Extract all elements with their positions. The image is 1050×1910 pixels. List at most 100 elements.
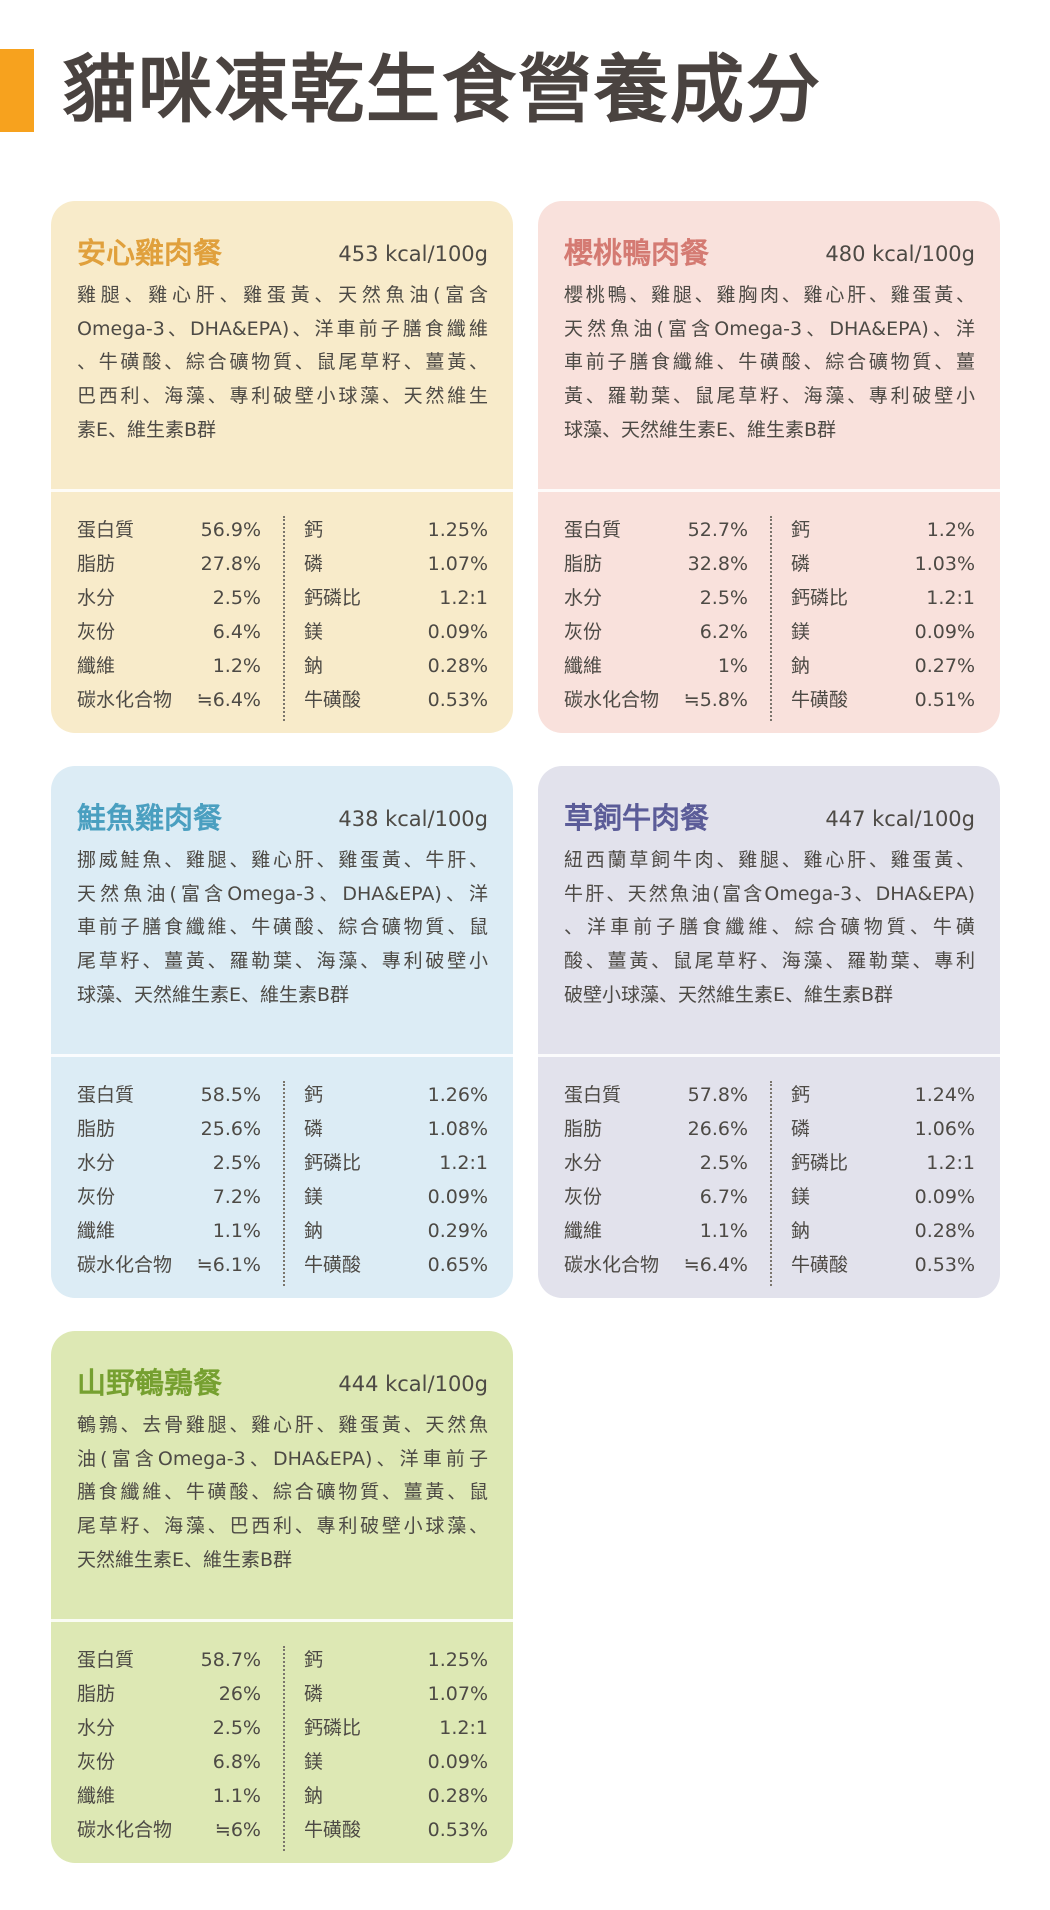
nutrient-row: 灰份 6.8% bbox=[77, 1745, 261, 1779]
nutrient-row: 鈣 1.25% bbox=[304, 513, 488, 547]
nutrient-label: 纖維 bbox=[77, 1785, 116, 1807]
ingredient-line: 車前子膳食纖維、牛磺酸、綜合礦物質、薑 bbox=[564, 351, 975, 374]
nutrient-label: 牛磺酸 bbox=[304, 1819, 362, 1841]
nutrient-label: 碳水化合物 bbox=[564, 1254, 660, 1276]
nutrient-row: 脂肪 26% bbox=[77, 1677, 261, 1711]
nutrient-value: 0.53% bbox=[427, 689, 488, 711]
nutrient-row: 牛磺酸 0.51% bbox=[791, 683, 975, 717]
nutrient-row: 蛋白質 58.5% bbox=[77, 1078, 261, 1112]
nutrient-label: 鈉 bbox=[791, 655, 811, 677]
nutrient-value: 1.26% bbox=[427, 1084, 488, 1106]
nutrient-row: 磷 1.07% bbox=[304, 1677, 488, 1711]
nutrient-value: 1.25% bbox=[427, 519, 488, 541]
nutrient-row: 鈣 1.2% bbox=[791, 513, 975, 547]
nutrient-label: 鈣 bbox=[304, 1084, 324, 1106]
nutrient-row: 磷 1.06% bbox=[791, 1112, 975, 1146]
nutrient-label: 脂肪 bbox=[564, 1118, 603, 1140]
nutrient-row: 灰份 7.2% bbox=[77, 1180, 261, 1214]
nutrient-label: 磷 bbox=[304, 1118, 324, 1140]
nutrient-row: 蛋白質 52.7% bbox=[564, 513, 748, 547]
product-name: 櫻桃鴨肉餐 bbox=[564, 236, 710, 270]
nutrient-label: 脂肪 bbox=[77, 1683, 116, 1705]
nutrient-value: 0.27% bbox=[914, 655, 975, 677]
nutrient-row: 鈉 0.28% bbox=[304, 1779, 488, 1813]
nutrient-row: 牛磺酸 0.53% bbox=[791, 1248, 975, 1282]
ingredient-line: Omega-3、DHA&EPA)、洋車前子膳食纖維 bbox=[77, 317, 488, 340]
nutrient-label: 蛋白質 bbox=[77, 1084, 135, 1106]
nutrient-row: 磷 1.07% bbox=[304, 547, 488, 581]
nutrient-row: 鈣 1.26% bbox=[304, 1078, 488, 1112]
nutrient-row: 碳水化合物 ≒6.4% bbox=[77, 683, 261, 717]
nutrient-value: 0.09% bbox=[427, 1751, 488, 1773]
calorie-value: 480 kcal/100g bbox=[825, 242, 975, 266]
nutrient-label: 磷 bbox=[304, 553, 324, 575]
nutrient-value: 0.65% bbox=[427, 1254, 488, 1276]
nutrient-value: 0.28% bbox=[914, 1220, 975, 1242]
nutrient-row: 鎂 0.09% bbox=[304, 1745, 488, 1779]
ingredient-line: 挪威鮭魚、雞腿、雞心肝、雞蛋黃、牛肝、 bbox=[77, 849, 488, 871]
product-name: 草飼牛肉餐 bbox=[564, 801, 710, 835]
nutrient-label: 牛磺酸 bbox=[791, 1254, 849, 1276]
dotted-divider bbox=[283, 1081, 285, 1286]
nutrient-value: 6.4% bbox=[212, 621, 261, 643]
nutrient-label: 牛磺酸 bbox=[304, 1254, 362, 1276]
ingredient-line: 球藻、天然維生素E、維生素B群 bbox=[77, 983, 350, 1006]
nutrient-value: 57.8% bbox=[687, 1084, 748, 1106]
nutrient-label: 蛋白質 bbox=[564, 519, 622, 541]
nutrient-label: 纖維 bbox=[77, 655, 116, 677]
nutrient-row: 鈣 1.24% bbox=[791, 1078, 975, 1112]
nutrient-value: 0.09% bbox=[427, 621, 488, 643]
nutrient-label: 碳水化合物 bbox=[77, 1254, 173, 1276]
nutrient-row: 鈣磷比 1.2:1 bbox=[304, 581, 488, 615]
product-card: 安心雞肉餐 453 kcal/100g 雞腿、雞心肝、雞蛋黃、天然魚油(富含 Omeg… bbox=[51, 201, 513, 733]
calorie-value: 447 kcal/100g bbox=[825, 807, 975, 831]
nutrient-label: 鈣磷比 bbox=[791, 1152, 849, 1174]
nutrient-row: 灰份 6.4% bbox=[77, 615, 261, 649]
nutrient-value: 2.5% bbox=[212, 587, 261, 609]
nutrient-label: 鎂 bbox=[304, 621, 324, 643]
nutrient-value: 1.2:1 bbox=[439, 1717, 488, 1739]
nutrient-row: 磷 1.03% bbox=[791, 547, 975, 581]
nutrient-row: 蛋白質 57.8% bbox=[564, 1078, 748, 1112]
nutrient-label: 鈉 bbox=[304, 1220, 324, 1242]
dotted-divider bbox=[283, 516, 285, 721]
nutrient-row: 鎂 0.09% bbox=[791, 615, 975, 649]
dotted-divider bbox=[283, 1646, 285, 1851]
ingredient-line: 巴西利、海藻、專利破壁小球藻、天然維生 bbox=[77, 385, 488, 408]
nutrient-label: 水分 bbox=[564, 1152, 603, 1174]
nutrient-row: 鈉 0.28% bbox=[304, 649, 488, 683]
ingredient-line: 球藻、天然維生素E、維生素B群 bbox=[564, 418, 837, 441]
ingredient-line: 、洋車前子膳食纖維、綜合礦物質、牛磺 bbox=[564, 916, 975, 939]
nutrient-value: 1.2% bbox=[926, 519, 975, 541]
nutrient-value: ≒6.4% bbox=[196, 689, 261, 711]
nutrient-value: 1.2:1 bbox=[439, 587, 488, 609]
nutrient-row: 牛磺酸 0.53% bbox=[304, 683, 488, 717]
nutrient-row: 脂肪 26.6% bbox=[564, 1112, 748, 1146]
nutrient-label: 脂肪 bbox=[564, 553, 603, 575]
nutrient-value: 1.25% bbox=[427, 1649, 488, 1671]
nutrient-label: 纖維 bbox=[77, 1220, 116, 1242]
nutrient-row: 磷 1.08% bbox=[304, 1112, 488, 1146]
nutrient-label: 鈣磷比 bbox=[304, 1717, 362, 1739]
nutrient-row: 牛磺酸 0.53% bbox=[304, 1813, 488, 1847]
card-header: 櫻桃鴨肉餐 480 kcal/100g 櫻桃鴨、雞腿、雞胸肉、雞心肝、雞蛋黃、 天然魚… bbox=[538, 201, 1000, 492]
ingredient-line: 天然維生素E、維生素B群 bbox=[77, 1548, 293, 1571]
calorie-value: 453 kcal/100g bbox=[338, 242, 488, 266]
nutrient-value: 27.8% bbox=[200, 553, 261, 575]
dotted-divider bbox=[770, 1081, 772, 1286]
nutrient-value: 0.53% bbox=[427, 1819, 488, 1841]
ingredient-line: 天然魚油(富含Omega-3、DHA&EPA)、洋 bbox=[77, 882, 488, 905]
calorie-value: 444 kcal/100g bbox=[338, 1372, 488, 1396]
nutrient-row: 灰份 6.2% bbox=[564, 615, 748, 649]
nutrient-row: 纖維 1.1% bbox=[77, 1779, 261, 1813]
nutrient-value: 2.5% bbox=[212, 1717, 261, 1739]
ingredient-line: 酸、薑黃、鼠尾草籽、海藻、羅勒葉、專利 bbox=[564, 950, 975, 973]
nutrient-value: 0.29% bbox=[427, 1220, 488, 1242]
ingredient-line: 牛肝、天然魚油(富含Omega-3、DHA&EPA) bbox=[564, 882, 975, 905]
ingredient-line: 油(富含Omega-3、DHA&EPA)、洋車前子 bbox=[77, 1447, 488, 1470]
ingredient-line: 膳食纖維、牛磺酸、綜合礦物質、薑黃、鼠 bbox=[77, 1481, 488, 1504]
nutrient-row: 鈣磷比 1.2:1 bbox=[791, 581, 975, 615]
nutrient-label: 灰份 bbox=[564, 621, 603, 643]
ingredient-line: 尾草籽、海藻、巴西利、專利破壁小球藻、 bbox=[77, 1515, 488, 1538]
nutrient-label: 鈉 bbox=[304, 1785, 324, 1807]
